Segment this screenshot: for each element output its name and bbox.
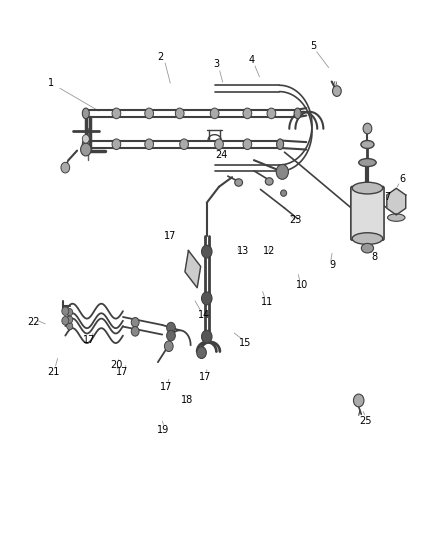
Circle shape [243,139,252,150]
Text: 23: 23 [289,215,302,225]
Circle shape [67,309,73,316]
Text: 24: 24 [215,150,227,160]
Circle shape [332,86,341,96]
Text: 9: 9 [329,261,336,270]
Circle shape [197,347,206,359]
Circle shape [267,108,276,119]
Text: 7: 7 [384,192,390,203]
Ellipse shape [352,182,383,194]
Circle shape [62,307,69,316]
Ellipse shape [277,139,284,150]
Text: 11: 11 [261,296,273,306]
Circle shape [61,163,70,173]
Text: 12: 12 [263,246,276,255]
Circle shape [62,317,69,325]
Circle shape [145,139,153,150]
Text: 17: 17 [116,367,128,377]
Polygon shape [185,251,201,288]
Circle shape [243,108,252,119]
Circle shape [353,394,364,407]
Circle shape [112,108,121,119]
Text: 5: 5 [310,41,316,51]
Ellipse shape [82,108,89,119]
Circle shape [131,318,139,327]
Text: 17: 17 [164,231,176,241]
Text: 15: 15 [239,338,251,348]
Text: 17: 17 [199,372,211,382]
Text: 2: 2 [157,52,163,61]
Text: 19: 19 [157,425,169,435]
Text: 14: 14 [198,310,210,320]
Circle shape [131,327,139,336]
Ellipse shape [82,139,89,150]
Text: 4: 4 [249,55,255,65]
Circle shape [145,108,153,119]
Ellipse shape [361,244,374,253]
Circle shape [201,292,212,305]
Polygon shape [387,188,406,215]
Text: 17: 17 [83,335,95,345]
Ellipse shape [281,190,287,196]
Text: 22: 22 [27,317,40,327]
Ellipse shape [352,233,383,245]
Text: 8: 8 [371,252,377,262]
Text: 10: 10 [296,280,308,289]
Circle shape [175,108,184,119]
Circle shape [82,135,89,143]
Circle shape [67,322,73,330]
Circle shape [201,245,212,258]
Text: 13: 13 [237,246,249,255]
Text: 3: 3 [214,60,220,69]
Circle shape [164,341,173,352]
Ellipse shape [265,177,273,185]
Ellipse shape [294,108,301,119]
Ellipse shape [359,159,376,166]
Text: 17: 17 [159,382,172,392]
Circle shape [112,139,121,150]
Circle shape [180,139,188,150]
Ellipse shape [361,141,374,149]
Circle shape [201,330,212,343]
Circle shape [276,165,288,179]
Circle shape [166,322,175,333]
Text: 6: 6 [399,174,406,184]
Ellipse shape [388,214,405,221]
FancyBboxPatch shape [351,187,384,240]
Circle shape [67,316,73,324]
Circle shape [81,143,91,156]
Text: 21: 21 [47,367,59,377]
Text: 25: 25 [359,416,371,426]
Text: 20: 20 [110,360,123,370]
Circle shape [166,330,175,341]
Text: 1: 1 [48,78,54,88]
Circle shape [210,108,219,119]
Ellipse shape [235,179,243,186]
Circle shape [215,139,223,150]
Text: 18: 18 [181,395,194,406]
Circle shape [363,123,372,134]
